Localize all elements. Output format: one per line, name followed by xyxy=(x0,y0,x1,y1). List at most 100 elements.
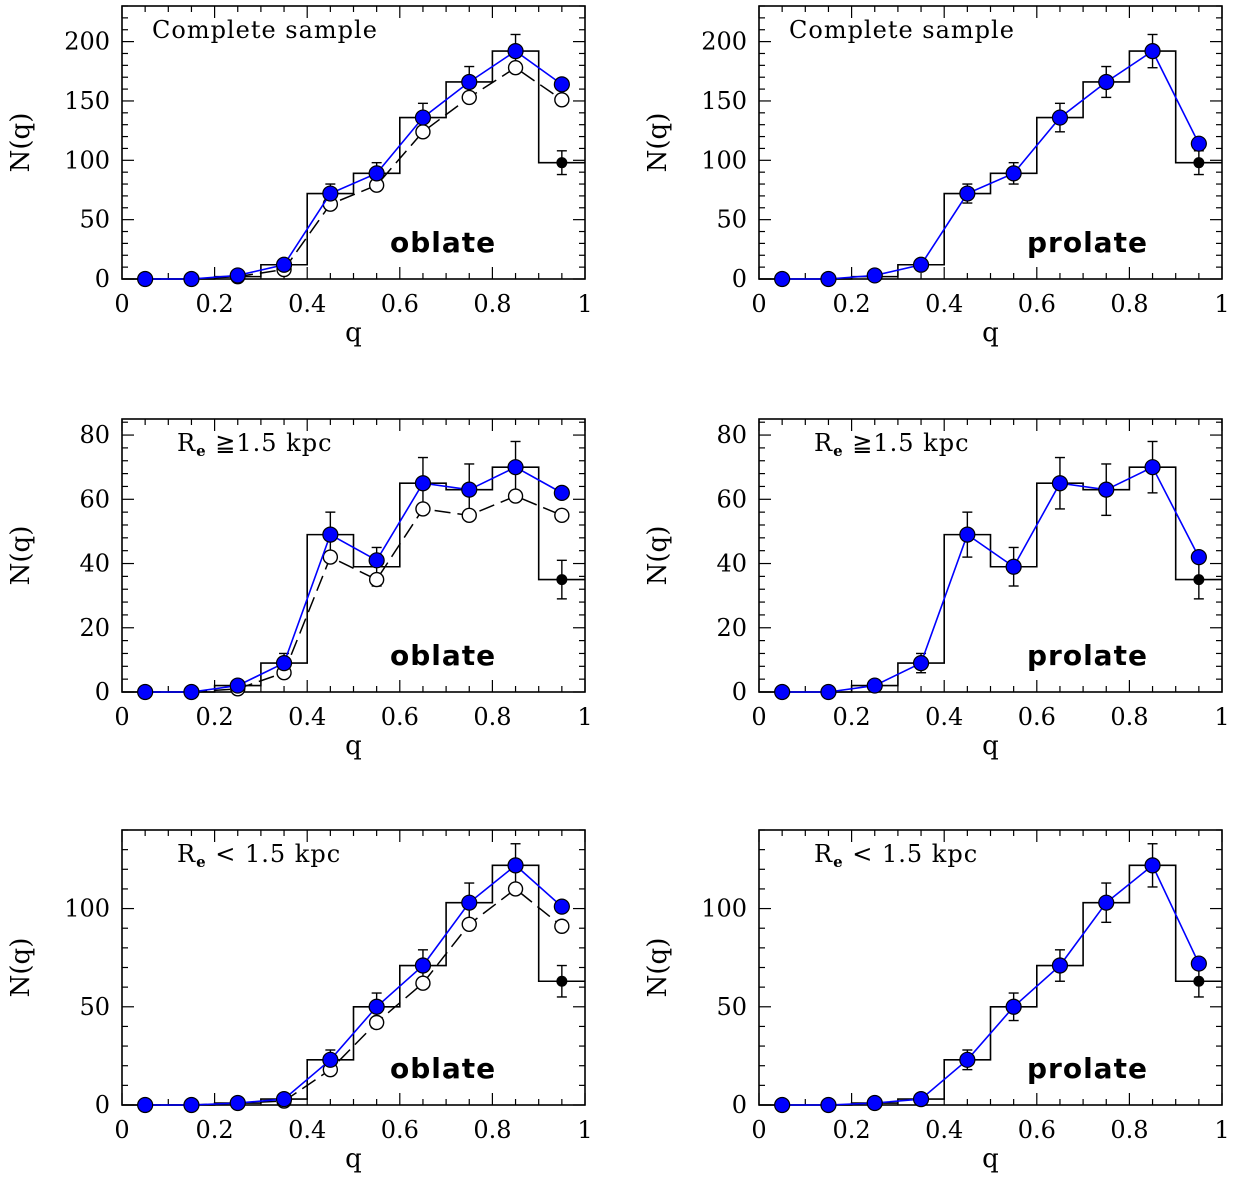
x-tick-label: 0.4 xyxy=(925,290,963,318)
open-model-point xyxy=(554,92,570,108)
histogram xyxy=(122,864,585,1106)
panel-annotation: Complete sample xyxy=(789,16,1015,44)
x-tick-label: 0.4 xyxy=(925,703,963,731)
model-point xyxy=(774,683,791,701)
panel-1: 0 0.2 0.4 0.6 0.8 1 0 50 100 150 200 q N(q) Complete … xyxy=(6,5,593,348)
model-point xyxy=(414,109,432,126)
open-model-point xyxy=(368,571,385,588)
x-axis-label: q xyxy=(345,318,362,348)
model-point xyxy=(414,475,432,492)
model-point xyxy=(368,552,385,569)
model-point xyxy=(959,1051,976,1068)
x-tick-label: 0.2 xyxy=(196,290,234,318)
model-point xyxy=(507,43,524,60)
x-axis-label: q xyxy=(345,731,362,761)
model-point xyxy=(959,526,976,543)
y-tick-label: 20 xyxy=(79,614,110,642)
y-tick-label: 100 xyxy=(64,895,110,923)
model-point xyxy=(183,270,200,288)
histogram xyxy=(759,864,1222,1106)
x-tick-label: 0.6 xyxy=(381,290,419,318)
x-tick-label: 0.8 xyxy=(1110,1116,1148,1144)
y-tick-label: 80 xyxy=(716,421,747,449)
y-axis-label: N(q) xyxy=(6,938,36,998)
panel-annotation: Complete sample xyxy=(152,16,378,44)
x-tick-label: 0 xyxy=(114,290,129,318)
model-point xyxy=(1005,165,1022,182)
model-point xyxy=(1190,549,1207,566)
x-axis-label: q xyxy=(982,1144,999,1174)
model-point xyxy=(461,73,478,91)
y-tick-label: 40 xyxy=(79,550,110,578)
y-tick-label: 40 xyxy=(716,550,747,578)
open-model-point xyxy=(322,549,339,565)
model-line xyxy=(782,864,1200,1106)
histogram xyxy=(122,466,585,693)
model-point xyxy=(137,683,154,701)
model-point xyxy=(1005,998,1022,1015)
model-point xyxy=(275,256,293,273)
y-tick-label: 0 xyxy=(95,1091,110,1119)
y-tick-label: 0 xyxy=(732,265,747,293)
model-point xyxy=(229,677,246,694)
model-point xyxy=(1051,109,1069,126)
x-axis-label: q xyxy=(982,318,999,348)
open-model-point xyxy=(415,975,431,991)
y-tick-label: 150 xyxy=(64,87,110,115)
model-point xyxy=(959,185,976,202)
y-tick-label: 200 xyxy=(64,28,110,56)
x-tick-label: 0.4 xyxy=(288,703,326,731)
model-point xyxy=(774,270,791,288)
y-tick-label: 150 xyxy=(701,87,747,115)
model-point xyxy=(1098,73,1115,91)
x-tick-label: 0.6 xyxy=(1018,1116,1056,1144)
y-axis-label: N(q) xyxy=(643,113,673,173)
x-tick-label: 0.4 xyxy=(288,290,326,318)
model-point xyxy=(461,894,478,911)
model-point xyxy=(368,998,385,1015)
model-point xyxy=(1144,43,1161,60)
x-tick-label: 0.2 xyxy=(196,1116,234,1144)
y-tick-label: 0 xyxy=(732,1091,747,1119)
model-line xyxy=(782,466,1200,693)
model-point xyxy=(1098,894,1115,911)
panel-2: 0 0.2 0.4 0.6 0.8 1 0 50 100 150 200 q N(q) Complete … xyxy=(643,5,1230,348)
model-point xyxy=(229,267,246,284)
open-model-point xyxy=(368,1014,385,1031)
model-point xyxy=(414,957,432,974)
model-point xyxy=(866,267,883,284)
open-model-point xyxy=(461,507,477,524)
model-point xyxy=(1098,481,1115,498)
model-label: oblate xyxy=(390,1052,496,1085)
x-tick-label: 0.8 xyxy=(1110,290,1148,318)
x-tick-label: 1 xyxy=(1214,1116,1229,1144)
x-tick-label: 0.2 xyxy=(833,703,871,731)
y-tick-label: 100 xyxy=(64,146,110,174)
model-point xyxy=(1190,135,1207,152)
y-axis-label: N(q) xyxy=(643,938,673,998)
open-model-point xyxy=(507,60,524,76)
model-point xyxy=(1005,558,1022,575)
model-point xyxy=(507,459,524,476)
model-line xyxy=(145,466,563,693)
model-point xyxy=(820,1096,837,1114)
model-point xyxy=(1144,459,1161,476)
model-point xyxy=(461,481,478,498)
model-point xyxy=(322,185,339,202)
model-point xyxy=(368,165,385,182)
model-point xyxy=(137,270,154,288)
open-model-line xyxy=(145,887,563,1106)
panel-3: 0 0.2 0.4 0.6 0.8 1 0 20 40 60 80 q N(q) Re ≧1.5 kpc o… xyxy=(6,418,593,761)
model-line xyxy=(145,50,563,280)
y-tick-label: 60 xyxy=(79,485,110,513)
y-tick-label: 60 xyxy=(716,485,747,513)
model-point xyxy=(866,1094,883,1112)
model-point xyxy=(912,654,930,672)
panel-annotation: Re ≧1.5 kpc xyxy=(177,429,333,460)
model-point xyxy=(553,898,570,915)
x-tick-label: 0.8 xyxy=(1110,703,1148,731)
black-point xyxy=(556,975,568,987)
open-model-point xyxy=(507,881,524,897)
black-point xyxy=(1193,157,1205,169)
